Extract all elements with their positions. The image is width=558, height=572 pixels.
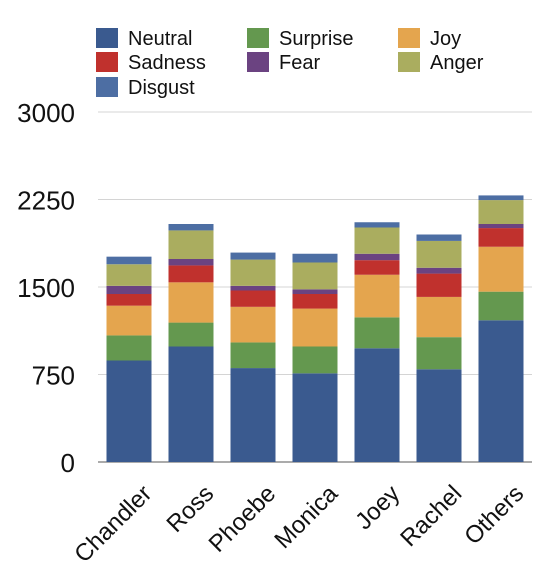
bar-ross-sadness xyxy=(168,265,214,283)
bar-phoebe-fear xyxy=(230,285,276,291)
bar-ross-anger xyxy=(168,230,214,259)
legend-swatch-anger xyxy=(398,52,420,72)
bar-chandler-neutral xyxy=(106,360,152,462)
bar-others-surprise xyxy=(478,291,524,321)
y-tick-label: 1500 xyxy=(17,273,75,303)
legend-label-anger: Anger xyxy=(430,52,484,74)
bar-ross-surprise xyxy=(168,322,214,347)
bar-ross-joy xyxy=(168,282,214,323)
y-tick-label: 750 xyxy=(32,361,75,391)
bar-others-disgust xyxy=(478,195,524,201)
x-tick-label-joey: Joey xyxy=(350,480,405,535)
x-tick-label-rachel: Rachel xyxy=(395,480,467,552)
y-tick-label: 3000 xyxy=(17,98,75,128)
bar-monica-neutral xyxy=(292,373,338,462)
bar-chandler-fear xyxy=(106,285,152,294)
y-axis-ticks: 0 750 1500 2250 3000 xyxy=(17,98,75,478)
bar-phoebe-joy xyxy=(230,306,276,343)
bar-rachel-disgust xyxy=(416,234,462,241)
bar-rachel-anger xyxy=(416,240,462,268)
bar-joey-fear xyxy=(354,253,400,261)
bar-others-neutral xyxy=(478,320,524,462)
bar-stack-phoebe xyxy=(230,252,276,462)
bar-phoebe-surprise xyxy=(230,342,276,369)
bar-stack-others xyxy=(478,195,524,462)
legend-swatch-sadness xyxy=(96,52,118,72)
bar-stack-rachel xyxy=(416,234,462,462)
bar-phoebe-sadness xyxy=(230,290,276,307)
bar-others-sadness xyxy=(478,228,524,247)
bar-joey-disgust xyxy=(354,222,400,228)
bar-chandler-surprise xyxy=(106,335,152,361)
bar-ross-disgust xyxy=(168,224,214,231)
bar-chandler-sadness xyxy=(106,294,152,306)
bar-phoebe-anger xyxy=(230,259,276,286)
bar-joey-joy xyxy=(354,274,400,318)
bar-rachel-fear xyxy=(416,267,462,274)
legend-swatch-surprise xyxy=(247,28,269,48)
bar-stack-ross xyxy=(168,224,214,462)
x-tick-label-monica: Monica xyxy=(269,480,343,554)
legend-swatch-joy xyxy=(398,28,420,48)
bar-joey-anger xyxy=(354,227,400,254)
legend-label-fear: Fear xyxy=(279,52,320,74)
x-tick-label-chandler: Chandler xyxy=(69,480,157,568)
y-tick-label: 0 xyxy=(61,448,75,478)
bar-chandler-joy xyxy=(106,305,152,336)
bar-stack-chandler xyxy=(106,256,152,462)
bar-monica-surprise xyxy=(292,346,338,374)
legend-swatch-fear xyxy=(247,52,269,72)
bar-phoebe-neutral xyxy=(230,368,276,462)
bar-stack-monica xyxy=(292,253,338,462)
bar-ross-neutral xyxy=(168,346,214,462)
legend-swatch-neutral xyxy=(96,28,118,48)
bar-others-anger xyxy=(478,200,524,224)
legend: Neutral Surprise Joy Sadness Fear Anger Disgus… xyxy=(96,28,484,99)
bar-joey-neutral xyxy=(354,348,400,462)
legend-label-sadness: Sadness xyxy=(128,52,206,74)
bar-stack-joey xyxy=(354,222,400,462)
legend-label-surprise: Surprise xyxy=(279,28,353,50)
bar-joey-surprise xyxy=(354,317,400,349)
bar-rachel-surprise xyxy=(416,337,462,370)
bar-rachel-neutral xyxy=(416,369,462,462)
legend-swatch-disgust xyxy=(96,77,118,97)
x-tick-label-others: Others xyxy=(459,480,529,550)
x-tick-label-ross: Ross xyxy=(161,480,219,538)
bar-monica-joy xyxy=(292,308,338,347)
x-tick-label-phoebe: Phoebe xyxy=(204,480,282,558)
legend-label-joy: Joy xyxy=(430,28,461,50)
bar-rachel-joy xyxy=(416,296,462,338)
bar-rachel-sadness xyxy=(416,273,462,297)
bar-others-joy xyxy=(478,246,524,292)
bar-chandler-anger xyxy=(106,264,152,286)
bar-others-fear xyxy=(478,224,524,229)
bar-monica-disgust xyxy=(292,253,338,263)
bar-monica-anger xyxy=(292,262,338,290)
legend-label-neutral: Neutral xyxy=(128,28,192,50)
bar-monica-sadness xyxy=(292,294,338,309)
bar-joey-sadness xyxy=(354,260,400,275)
bar-monica-fear xyxy=(292,289,338,294)
y-tick-label: 2250 xyxy=(17,186,75,216)
legend-label-disgust: Disgust xyxy=(128,77,195,99)
bar-phoebe-disgust xyxy=(230,252,276,260)
bars xyxy=(106,195,524,462)
bar-chandler-disgust xyxy=(106,256,152,265)
bar-ross-fear xyxy=(168,259,214,266)
